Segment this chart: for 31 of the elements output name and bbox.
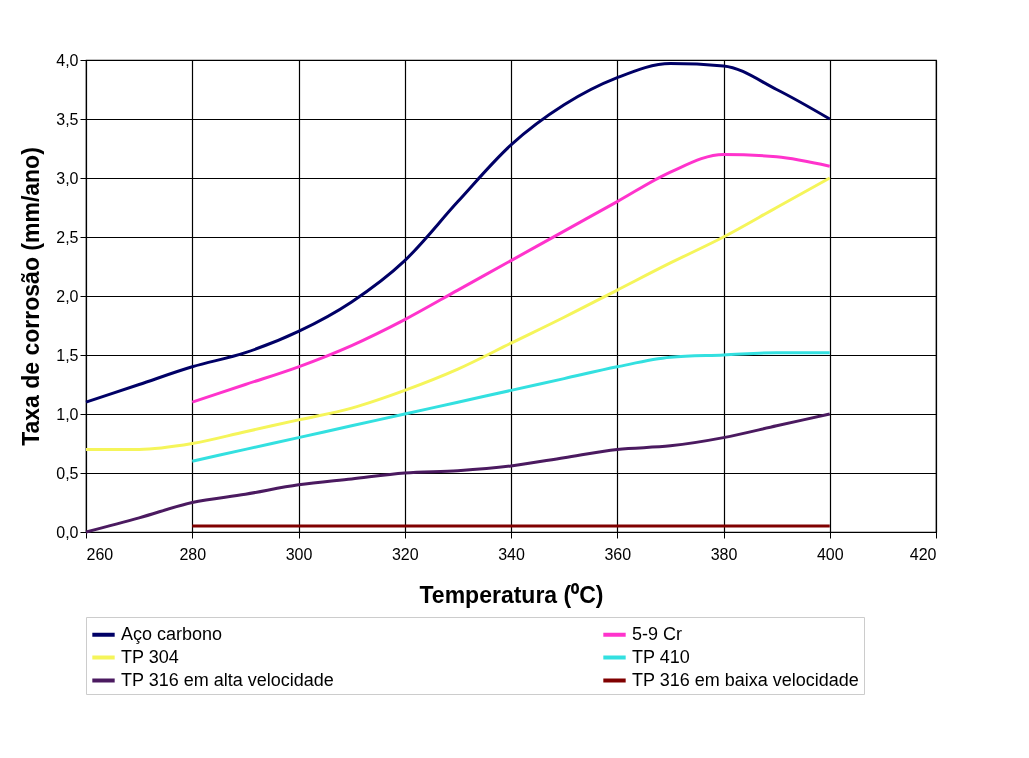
legend-label: 5-9 Cr <box>632 623 683 644</box>
line-series <box>84 412 832 534</box>
x-tick-label: 260 <box>86 545 114 563</box>
x-tick-label: 380 <box>710 545 738 563</box>
x-tick-label: 340 <box>498 545 525 563</box>
line-series <box>190 351 832 463</box>
y-tick-label: 3,5 <box>56 110 79 128</box>
legend-label: TP 304 <box>121 646 179 667</box>
x-tick-label: 300 <box>285 545 313 563</box>
y-tick-label: 2,5 <box>56 228 79 246</box>
line-series <box>84 62 832 404</box>
y-tick-label: 3,0 <box>56 169 79 187</box>
y-tick-label: 1,5 <box>56 346 79 364</box>
x-tick-label: 360 <box>604 545 632 563</box>
legend-label: TP 316 em alta velocidade <box>121 669 334 690</box>
legend-label: TP 316 em baixa velocidade <box>632 669 859 690</box>
y-tick-label: 4,0 <box>56 51 79 69</box>
line-series <box>190 152 832 404</box>
y-tick-label: 2,0 <box>56 287 79 305</box>
legend-label: TP 410 <box>632 646 690 667</box>
y-tick-label: 1,0 <box>56 405 79 423</box>
y-axis-title: Taxa de corrosão (mm/ano) <box>18 147 45 446</box>
x-tick-label: 420 <box>909 545 937 563</box>
y-tick-label: 0,5 <box>56 464 79 482</box>
legend-label: Aço carbono <box>121 623 223 644</box>
x-tick-label: 280 <box>179 545 207 563</box>
x-axis-title: Temperatura (⁰C) <box>419 581 604 608</box>
x-tick-label: 400 <box>816 545 844 563</box>
line-series <box>84 176 832 451</box>
y-tick-label: 0,0 <box>56 523 79 541</box>
x-tick-label: 320 <box>391 545 419 563</box>
